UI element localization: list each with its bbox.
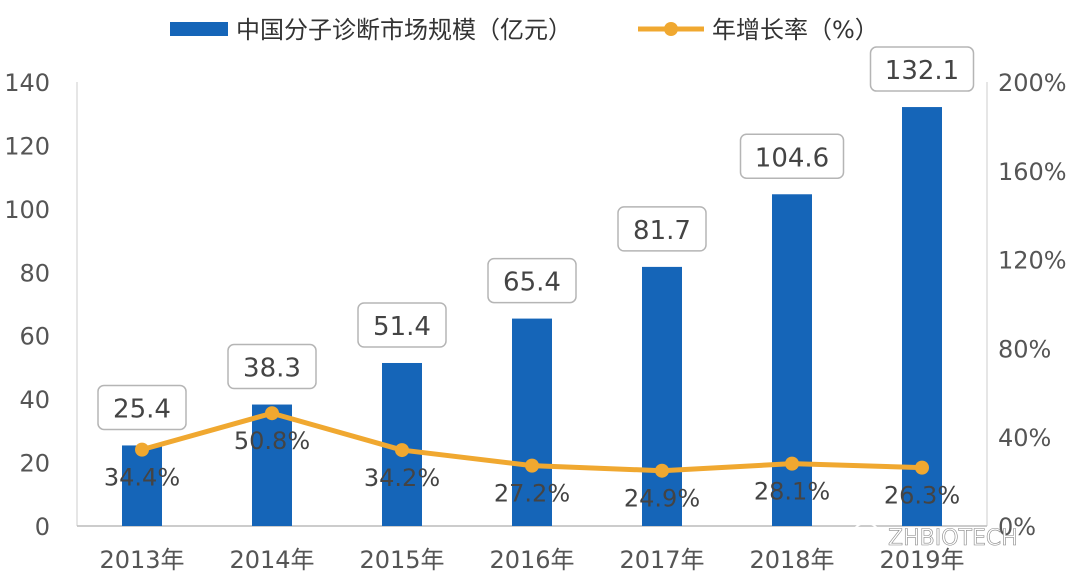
bar — [772, 194, 812, 527]
growth-line-point — [655, 463, 669, 478]
bar — [512, 318, 552, 526]
bar-value-label: 81.7 — [633, 216, 691, 246]
growth-line-point — [395, 443, 409, 458]
bar-value-label-box — [97, 384, 187, 431]
bar-value-label-box — [739, 133, 845, 180]
growth-rate-label: 26.3% — [884, 482, 960, 510]
bar-value-label: 51.4 — [373, 312, 431, 342]
growth-rate-label: 24.9% — [624, 485, 700, 513]
legend-line-marker — [664, 22, 678, 36]
bar-value-label-box — [357, 302, 447, 348]
x-axis-tick-label: 2014年 — [229, 546, 314, 574]
bar-value-label: 38.3 — [243, 354, 301, 384]
left-axis-tick-label: 40 — [19, 386, 50, 414]
legend: 中国分子诊断市场规模（亿元） 年增长率（%） — [170, 16, 879, 44]
x-axis-tick-label: 2016年 — [489, 546, 574, 574]
bar-value-label: 104.6 — [755, 143, 829, 173]
bar — [122, 445, 162, 526]
bar-value-label-box — [869, 46, 975, 92]
left-axis-tick-label: 0 — [35, 513, 50, 541]
right-axis-tick-label: 120% — [998, 247, 1067, 275]
growth-rate-label: 34.4% — [104, 464, 180, 492]
growth-rate-label: 27.2% — [494, 480, 570, 508]
growth-line-series — [135, 406, 929, 478]
bar-value-labels: 25.4 38.3 51.4 65.4 81.7 104.6 132.1 — [97, 46, 975, 431]
bar-value-label: 132.1 — [885, 56, 959, 86]
left-axis-tick-label: 140 — [4, 69, 50, 97]
growth-rate-label: 34.2% — [364, 464, 440, 492]
left-axis-tick-label: 20 — [19, 450, 50, 478]
growth-line-point — [785, 456, 799, 471]
watermark-text: ZHBIOTECH — [888, 526, 1018, 551]
growth-line-point — [525, 458, 539, 473]
x-axis-tick-label: 2015年 — [359, 546, 444, 574]
legend-bar-label: 中国分子诊断市场规模（亿元） — [236, 16, 572, 44]
bar-value-label-box — [617, 206, 707, 252]
bar-value-label-box — [487, 257, 577, 304]
growth-line-point — [135, 442, 149, 457]
bar-value-label-box — [227, 343, 317, 390]
left-axis-ticks: 0 20 40 60 80 100 120 140 — [4, 69, 50, 541]
right-axis-ticks: 0% 40% 80% 120% 160% 200% — [998, 69, 1067, 541]
legend-line-label: 年增长率（%） — [712, 16, 879, 44]
bar — [252, 404, 292, 526]
x-axis-ticks: 2013年 2014年 2015年 2016年 2017年 2018年 2019年 — [99, 546, 964, 574]
x-axis-tick-label: 2017年 — [619, 546, 704, 574]
x-axis-tick-label: 2013年 — [99, 546, 184, 574]
left-axis-tick-label: 120 — [4, 132, 50, 160]
bar — [902, 107, 942, 526]
right-axis-tick-label: 160% — [998, 158, 1067, 186]
growth-rate-label: 50.8% — [234, 427, 310, 455]
growth-line-point — [915, 460, 929, 475]
legend-bar-swatch — [170, 22, 228, 36]
right-axis-tick-label: 200% — [998, 69, 1067, 97]
bar-value-label: 25.4 — [113, 394, 171, 424]
left-axis-tick-label: 60 — [19, 323, 50, 351]
x-axis-tick-label: 2019年 — [879, 546, 964, 574]
x-axis-tick-label: 2018年 — [749, 546, 834, 574]
watermark: ZHBIOTECH — [851, 522, 1018, 552]
growth-rate-label: 28.1% — [754, 478, 830, 506]
right-axis-tick-label: 80% — [998, 335, 1051, 363]
bar-value-label: 65.4 — [503, 268, 561, 298]
right-axis-tick-label: 0% — [998, 513, 1036, 541]
growth-line-point — [265, 406, 279, 421]
growth-rate-labels: 34.4% 50.8% 34.2% 27.2% 24.9% 28.1% 26.3% — [104, 427, 960, 512]
right-axis-tick-label: 40% — [998, 424, 1051, 452]
left-axis-tick-label: 100 — [4, 196, 50, 224]
wechat-icon-inner — [862, 531, 882, 551]
left-axis-tick-label: 80 — [19, 259, 50, 287]
bar — [642, 266, 682, 526]
